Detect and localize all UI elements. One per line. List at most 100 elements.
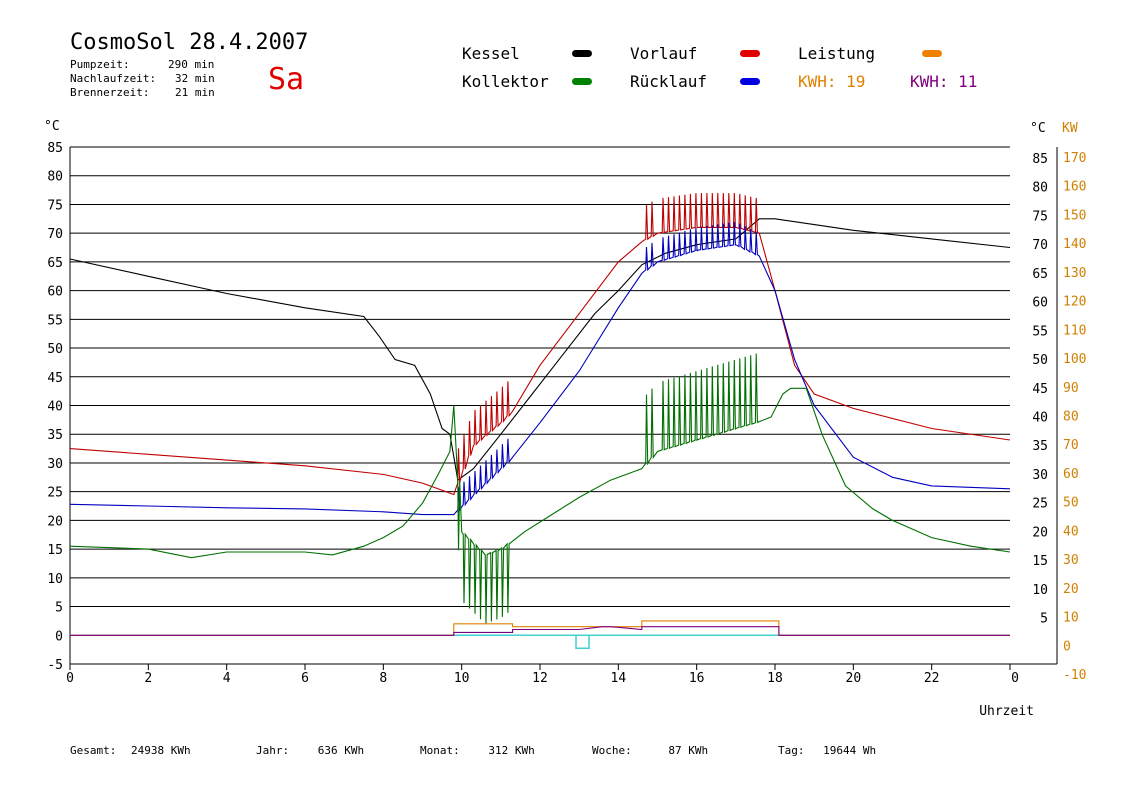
y-tick-label-right: 45 bbox=[1032, 382, 1048, 397]
kw-tick-label: 60 bbox=[1063, 467, 1079, 482]
x-tick-label: 12 bbox=[532, 671, 548, 686]
legend-vorlauf-swatch bbox=[740, 50, 760, 57]
kw-tick-label: 30 bbox=[1063, 553, 1079, 568]
series-line-kessel bbox=[69, 218, 1011, 482]
y-tick-label-left: 5 bbox=[55, 601, 63, 616]
kw-tick-label: 0 bbox=[1063, 639, 1071, 654]
y-tick-label-left: 85 bbox=[47, 141, 63, 156]
kw-tick-label: -10 bbox=[1063, 668, 1086, 683]
footer-monat: Monat: 312 KWh bbox=[420, 744, 535, 757]
legend-kessel: Kessel bbox=[462, 44, 520, 63]
series-line-kollektor bbox=[69, 353, 1011, 624]
y-tick-label-right: 80 bbox=[1032, 181, 1048, 196]
series-line-leistung bbox=[70, 620, 1010, 636]
y-tick-label-right: 60 bbox=[1032, 296, 1048, 311]
footer-value: 24938 KWh bbox=[130, 744, 191, 757]
series-line-kwh-2 bbox=[70, 626, 1010, 636]
y-tick-label-right: 65 bbox=[1032, 267, 1048, 282]
stat-label: Nachlaufzeit: bbox=[70, 72, 157, 85]
kw-tick-label: 20 bbox=[1063, 582, 1079, 597]
y-tick-label-left: 75 bbox=[47, 198, 63, 213]
x-tick-label: 22 bbox=[924, 671, 940, 686]
x-tick-label: 6 bbox=[301, 671, 309, 686]
legend-vorlauf: Vorlauf bbox=[630, 44, 698, 63]
y-tick-label-right: 70 bbox=[1032, 238, 1048, 253]
y-tick-label-left: 25 bbox=[47, 486, 63, 501]
y-tick-label-left: 55 bbox=[47, 313, 63, 328]
footer-label: Jahr: bbox=[256, 744, 290, 757]
y-tick-label-left: 0 bbox=[55, 629, 63, 644]
kw-tick-label: 10 bbox=[1063, 611, 1079, 626]
footer-label: Woche: bbox=[592, 744, 632, 757]
y-tick-label-right: 20 bbox=[1032, 525, 1048, 540]
x-tick-label: 14 bbox=[611, 671, 627, 686]
y-tick-label-right: 10 bbox=[1032, 583, 1048, 598]
legend-leistung: Leistung bbox=[798, 44, 876, 63]
stat-label: Pumpzeit: bbox=[70, 58, 130, 71]
stat-label: Brennerzeit: bbox=[70, 86, 150, 99]
y-tick-label-left: 80 bbox=[47, 170, 63, 185]
x-tick-label: 8 bbox=[379, 671, 387, 686]
footer-label: Tag: bbox=[778, 744, 805, 757]
x-tick-label: 10 bbox=[454, 671, 470, 686]
kw-tick-label: 40 bbox=[1063, 524, 1079, 539]
legend-kollektor-swatch bbox=[572, 78, 592, 85]
y-tick-label-left: 70 bbox=[47, 227, 63, 242]
kw-tick-label: 100 bbox=[1063, 352, 1086, 367]
stat-pumpzeit: Pumpzeit: 290 min bbox=[70, 58, 214, 71]
legend-ruecklauf-swatch bbox=[740, 78, 760, 85]
footer-jahr: Jahr: 636 KWh bbox=[256, 744, 364, 757]
y-tick-label-right: 30 bbox=[1032, 468, 1048, 483]
kw-tick-label: 110 bbox=[1063, 323, 1086, 338]
footer-tag: Tag: 19644 Wh bbox=[778, 744, 876, 757]
y-tick-label-right: 25 bbox=[1032, 497, 1048, 512]
y-tick-label-left: 40 bbox=[47, 400, 63, 415]
y-tick-label-left: 15 bbox=[47, 543, 63, 558]
kwh-label: KWH: bbox=[798, 72, 837, 91]
footer-gesamt: Gesamt: 24938 KWh bbox=[70, 744, 191, 757]
y-tick-label-right: 85 bbox=[1032, 152, 1048, 167]
kwh-label: KWH: bbox=[910, 72, 949, 91]
stat-value: 32 min bbox=[175, 72, 215, 85]
y-tick-label-left: 35 bbox=[47, 428, 63, 443]
x-tick-label: 0 bbox=[66, 671, 74, 686]
y-tick-label-left: 30 bbox=[47, 457, 63, 472]
footer-value: 87 KWh bbox=[668, 744, 709, 757]
y-tick-label-right: 5 bbox=[1040, 612, 1048, 627]
legend-ruecklauf: Rücklauf bbox=[630, 72, 708, 91]
x-tick-label: 4 bbox=[223, 671, 231, 686]
kw-tick-label: 80 bbox=[1063, 410, 1079, 425]
x-axis-label: Uhrzeit bbox=[979, 704, 1034, 719]
y-axis-label-left: °C bbox=[44, 119, 60, 134]
footer-value: 312 KWh bbox=[488, 744, 535, 757]
legend-kessel-swatch bbox=[572, 50, 592, 57]
y-tick-label-right: 15 bbox=[1032, 554, 1048, 569]
x-tick-label: 2 bbox=[144, 671, 152, 686]
y-tick-label-right: 40 bbox=[1032, 411, 1048, 426]
y-tick-label-left: 10 bbox=[47, 572, 63, 587]
series-line-r-cklauf bbox=[69, 221, 1011, 516]
y-tick-label-right: 75 bbox=[1032, 209, 1048, 224]
kw-tick-label: 130 bbox=[1063, 266, 1086, 281]
stat-nachlaufzeit: Nachlaufzeit: 32 min bbox=[70, 72, 215, 85]
stat-brennerzeit: Brennerzeit: 21 min bbox=[70, 86, 215, 99]
stat-value: 290 min bbox=[168, 58, 215, 71]
y-tick-label-left: 50 bbox=[47, 342, 63, 357]
y-tick-label-right: 50 bbox=[1032, 353, 1048, 368]
x-tick-label: 0 bbox=[1011, 671, 1019, 686]
kw-axis-label: KW bbox=[1062, 121, 1078, 136]
y-tick-label-left: 60 bbox=[47, 285, 63, 300]
marker-square bbox=[575, 634, 590, 650]
x-tick-label: 20 bbox=[846, 671, 862, 686]
y-tick-label-right: 55 bbox=[1032, 324, 1048, 339]
kw-tick-label: 90 bbox=[1063, 381, 1079, 396]
kw-tick-label: 160 bbox=[1063, 180, 1086, 195]
kwh-value: 19 bbox=[846, 72, 866, 91]
y-tick-label-left: -5 bbox=[47, 658, 63, 673]
y-tick-label-right: 35 bbox=[1032, 439, 1048, 454]
kw-tick-label: 150 bbox=[1063, 208, 1086, 223]
footer-woche: Woche: 87 KWh bbox=[592, 744, 708, 757]
legend-kwh-orange: KWH: 19 bbox=[798, 72, 865, 91]
footer-value: 636 KWh bbox=[317, 744, 365, 757]
